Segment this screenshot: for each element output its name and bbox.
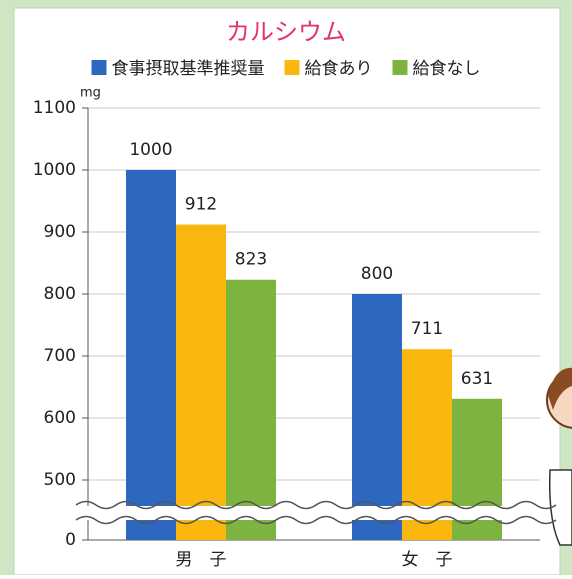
legend-swatch — [92, 60, 107, 75]
y-tick-label: 800 — [44, 284, 76, 304]
y-tick-label: 1000 — [33, 160, 76, 180]
chart: カルシウム mg 0 500 600 700 800 900 1000 1100 食事摂取基準推… — [0, 0, 572, 575]
value-label: 1000 — [129, 140, 172, 160]
y-tick-label: 900 — [44, 222, 76, 242]
bar — [226, 280, 276, 540]
x-tick-label: 男 子 — [176, 550, 227, 570]
legend-swatch — [393, 60, 408, 75]
legend-label: 食事摂取基準推奨量 — [112, 59, 265, 79]
y-tick-label: 0 — [65, 530, 76, 550]
value-label: 800 — [361, 264, 393, 284]
value-label: 912 — [185, 195, 217, 215]
y-axis-unit: mg — [80, 86, 101, 101]
y-tick-label: 1100 — [33, 98, 76, 118]
legend-label: 給食なし — [413, 59, 481, 79]
value-label: 631 — [461, 369, 493, 389]
legend-swatch — [285, 60, 300, 75]
chart-title: カルシウム — [226, 18, 346, 46]
y-tick-label: 600 — [44, 408, 76, 428]
y-tick-label: 500 — [44, 470, 76, 490]
y-tick-label: 700 — [44, 346, 76, 366]
value-label: 823 — [235, 250, 267, 270]
legend-label: 給食あり — [305, 59, 373, 79]
bar — [126, 170, 176, 540]
x-tick-label: 女 子 — [402, 550, 453, 570]
value-label: 711 — [411, 319, 443, 339]
bar — [176, 225, 226, 540]
